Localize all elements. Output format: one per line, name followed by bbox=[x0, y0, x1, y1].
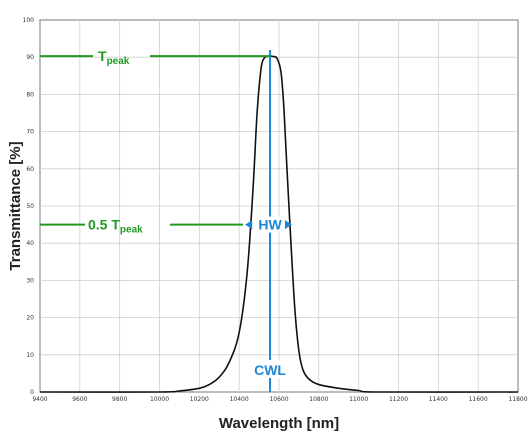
x-tick-label: 10600 bbox=[269, 396, 288, 403]
y-tick-label: 80 bbox=[26, 91, 34, 98]
transmittance-curve bbox=[39, 55, 519, 393]
half-peak-label-main: 0.5 T bbox=[88, 217, 120, 233]
gridlines bbox=[40, 20, 518, 392]
y-tick-label: 10 bbox=[26, 352, 34, 359]
x-tick-label: 11200 bbox=[389, 396, 408, 403]
x-tick-label: 10800 bbox=[309, 396, 328, 403]
y-tick-label: 50 bbox=[26, 203, 34, 210]
x-tick-labels: 9400 9600 9800 10000 10200 10400 10600 10800 110… bbox=[32, 396, 527, 403]
y-tick-label: 30 bbox=[26, 277, 34, 284]
t-peak-label-sub: peak bbox=[107, 56, 130, 67]
t-peak-label: Tpeak bbox=[98, 48, 130, 67]
y-tick-label: 0 bbox=[30, 389, 34, 396]
x-tick-label: 11400 bbox=[429, 396, 448, 403]
half-peak-label: 0.5 Tpeak bbox=[88, 217, 143, 236]
half-peak-label-sub: peak bbox=[120, 225, 143, 236]
x-tick-label: 9600 bbox=[72, 396, 87, 403]
y-tick-label: 60 bbox=[26, 166, 34, 173]
t-peak-label-main: T bbox=[98, 48, 107, 64]
y-tick-label: 90 bbox=[26, 54, 34, 61]
cwl-label: CWL bbox=[254, 362, 286, 378]
y-tick-label: 100 bbox=[23, 17, 35, 24]
x-tick-label: 9800 bbox=[112, 396, 127, 403]
x-tick-label: 10200 bbox=[190, 396, 209, 403]
x-tick-label: 10000 bbox=[150, 396, 169, 403]
y-axis-title: Transmittance [%] bbox=[7, 141, 24, 270]
hw-left-arrow bbox=[245, 220, 253, 230]
hw-label: HW bbox=[258, 217, 282, 233]
y-tick-label: 70 bbox=[26, 129, 34, 136]
x-tick-label: 10400 bbox=[230, 396, 249, 403]
hw-right-arrow bbox=[284, 220, 292, 230]
x-tick-label: 11800 bbox=[508, 396, 527, 403]
x-tick-label: 11000 bbox=[349, 396, 368, 403]
hw-label-bg bbox=[256, 216, 285, 233]
cwl-label-bg bbox=[251, 360, 290, 378]
series-layer bbox=[39, 55, 519, 393]
y-tick-label: 20 bbox=[26, 315, 34, 322]
x-tick-label: 9400 bbox=[32, 396, 47, 403]
y-tick-label: 40 bbox=[26, 240, 34, 247]
y-tick-labels: 0 10 20 30 40 50 60 70 80 90 100 bbox=[23, 17, 35, 396]
x-axis-title: Wavelength [nm] bbox=[219, 415, 339, 432]
x-tick-label: 11600 bbox=[469, 396, 488, 403]
